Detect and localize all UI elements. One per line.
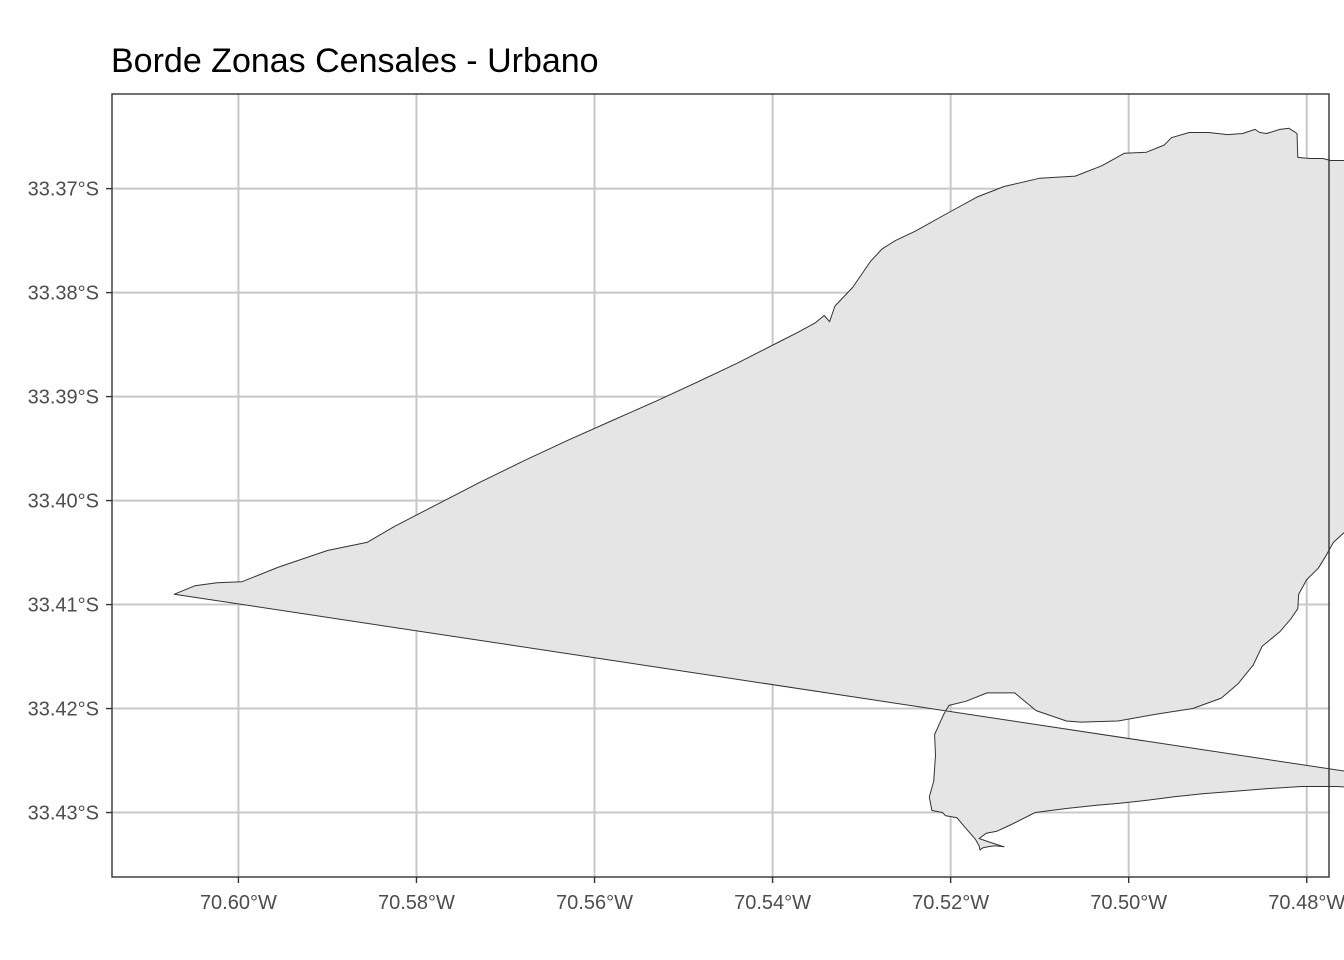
x-tick-label: 70.58°W	[378, 892, 455, 914]
x-tick-label: 70.54°W	[734, 892, 811, 914]
y-tick-label: 33.43°S	[28, 803, 99, 825]
y-tick-label: 33.42°S	[28, 699, 99, 721]
x-tick-label: 70.60°W	[200, 892, 277, 914]
x-tick-label: 70.48°W	[1268, 892, 1344, 914]
y-tick-label: 33.37°S	[28, 179, 99, 201]
x-tick-label: 70.56°W	[556, 892, 633, 914]
urban-census-zone-boundary	[173, 127, 1344, 851]
y-axis-tick-labels: 33.37°S 33.38°S 33.39°S 33.40°S 33.41°S 33.42…	[28, 179, 99, 825]
x-axis-tick-labels: 70.60°W 70.58°W 70.56°W 70.54°W 70.52°W 70.50…	[200, 892, 1344, 914]
y-tick-label: 33.40°S	[28, 491, 99, 513]
x-tick-label: 70.50°W	[1090, 892, 1167, 914]
y-tick-label: 33.41°S	[28, 595, 99, 617]
y-tick-label: 33.38°S	[28, 283, 99, 305]
y-axis-ticks	[106, 187, 112, 814]
y-tick-label: 33.39°S	[28, 387, 99, 409]
map-title: Borde Zonas Censales - Urbano	[111, 42, 599, 80]
x-tick-label: 70.52°W	[912, 892, 989, 914]
x-axis-ticks	[237, 877, 1308, 883]
panel-border	[111, 93, 1330, 878]
